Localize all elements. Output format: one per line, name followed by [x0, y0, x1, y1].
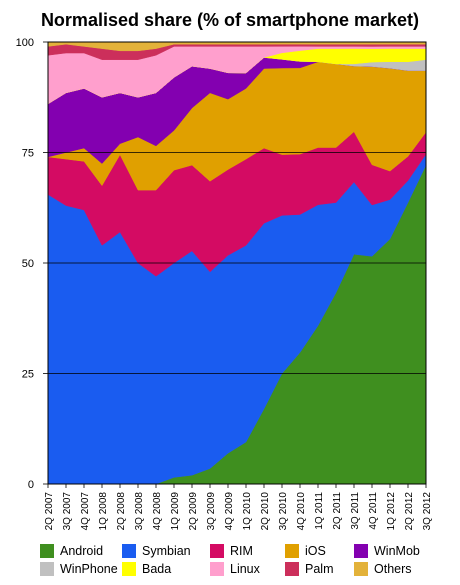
x-tick-label: 1Q 2008: [98, 492, 109, 531]
y-axis: 0 25 50 75 100: [16, 37, 48, 491]
legend-item-ios: iOS: [285, 544, 326, 558]
x-tick-label: 4Q 2009: [224, 492, 235, 531]
legend-item-winphone: WinPhone: [40, 562, 118, 576]
x-axis: 2Q 2007 3Q 2007 4Q 2007 1Q 2008 2Q 2008 3Q 20…: [44, 484, 433, 530]
legend-item-rim: RIM: [210, 544, 253, 558]
legend-swatch: [210, 562, 224, 576]
x-tick-label: 4Q 2007: [80, 492, 91, 531]
legend-swatch: [122, 562, 136, 576]
legend-swatch: [40, 562, 54, 576]
legend-swatch: [122, 544, 136, 558]
x-tick-label: 2Q 2009: [188, 492, 199, 531]
legend-label: WinMob: [374, 544, 420, 558]
y-tick-label: 50: [22, 258, 34, 270]
legend-label: iOS: [305, 544, 326, 558]
legend-swatch: [40, 544, 54, 558]
legend-item-winmob: WinMob: [354, 544, 420, 558]
chart-title: Normalised share (% of smartphone market…: [40, 10, 420, 30]
legend-label: Symbian: [142, 544, 191, 558]
legend-item-palm: Palm: [285, 562, 333, 576]
x-tick-label: 1Q 2011: [314, 492, 325, 530]
legend-item-symbian: Symbian: [122, 544, 191, 558]
legend-item-others: Others: [354, 562, 412, 576]
x-tick-label: 2Q 2008: [116, 492, 127, 531]
x-tick-label: 1Q 2010: [242, 492, 253, 531]
legend-label: WinPhone: [60, 562, 118, 576]
legend-label: Palm: [305, 562, 334, 576]
x-tick-label: 2Q 2011: [332, 492, 343, 530]
x-tick-label: 3Q 2009: [206, 492, 217, 531]
y-tick-label: 25: [22, 369, 34, 381]
y-tick-label: 0: [28, 479, 34, 491]
x-tick-label: 2Q 2007: [44, 492, 55, 531]
x-tick-label: 3Q 2010: [278, 492, 289, 531]
legend-label: Others: [374, 562, 412, 576]
x-tick-label: 3Q 2008: [134, 492, 145, 531]
legend-item-linux: Linux: [210, 562, 260, 576]
legend-label: Android: [60, 544, 104, 558]
legend-label: Linux: [230, 562, 260, 576]
x-tick-label: 4Q 2010: [296, 492, 307, 531]
gridlines: [48, 152, 426, 374]
legend-label: RIM: [230, 544, 253, 558]
y-tick-label: 100: [16, 37, 34, 49]
x-tick-label: 4Q 2011: [368, 492, 379, 530]
x-tick-label: 3Q 2007: [62, 492, 73, 531]
legend-item-bada: Bada: [122, 562, 171, 576]
legend-label: Bada: [142, 562, 172, 576]
legend-swatch: [354, 544, 368, 558]
x-tick-label: 3Q 2011: [350, 492, 361, 530]
legend-swatch: [285, 562, 299, 576]
y-tick-label: 75: [22, 148, 34, 160]
x-tick-label: 2Q 2012: [404, 492, 415, 531]
x-tick-label: 1Q 2009: [170, 492, 181, 531]
legend-item-android: Android: [40, 544, 103, 558]
legend-swatch: [285, 544, 299, 558]
legend-swatch: [354, 562, 368, 576]
x-tick-label: 4Q 2008: [152, 492, 163, 531]
x-tick-label: 3Q 2012: [422, 492, 433, 531]
x-tick-label: 1Q 2012: [386, 492, 397, 531]
x-tick-label: 2Q 2010: [260, 492, 271, 531]
legend-swatch: [210, 544, 224, 558]
